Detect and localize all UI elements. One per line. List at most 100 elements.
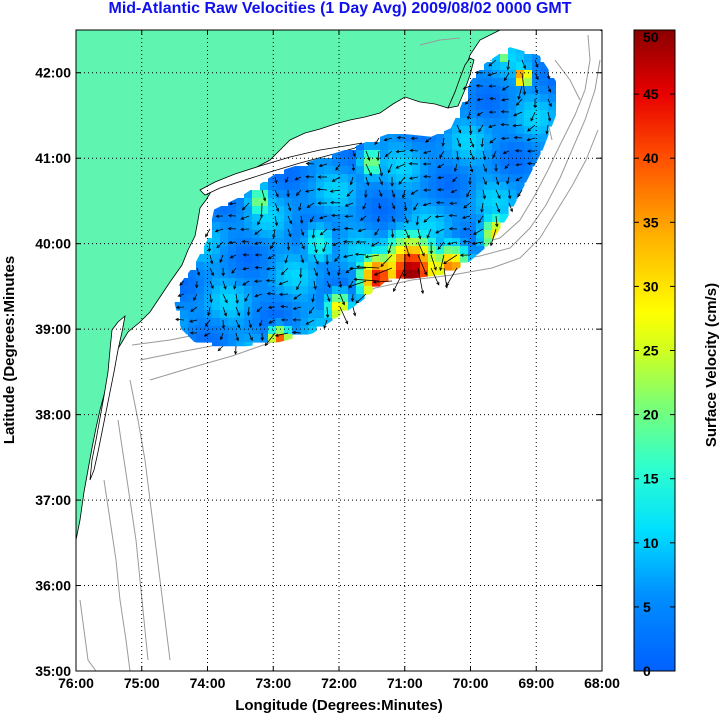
field-cell (340, 230, 349, 239)
velocity-arrow (293, 293, 302, 300)
field-cell (484, 94, 493, 103)
velocity-arrow (462, 239, 471, 244)
field-cell (372, 222, 381, 231)
field-cell (428, 158, 437, 167)
field-cell (516, 118, 525, 127)
field-cell (244, 286, 253, 295)
field-cell (476, 166, 485, 175)
field-cell (380, 166, 389, 175)
velocity-arrow (429, 241, 433, 255)
velocity-arrow (240, 215, 250, 220)
velocity-arrow (235, 332, 240, 342)
field-cell (300, 318, 309, 327)
y-tick-label: 35:00 (35, 663, 71, 679)
field-cell (428, 206, 437, 215)
field-cell (420, 190, 429, 199)
field-cell (404, 230, 413, 239)
field-cell (276, 326, 285, 335)
field-cell (292, 318, 301, 327)
field-cell (220, 302, 229, 311)
field-cell (260, 286, 269, 295)
field-cell (404, 198, 413, 207)
x-tick-label: 72:00 (321, 675, 357, 691)
colorbar-tick-label: 5 (643, 599, 651, 615)
velocity-arrow (508, 202, 513, 213)
field-cell (404, 206, 413, 215)
field-cell (436, 206, 445, 215)
field-cell (388, 190, 397, 199)
field-cell (452, 126, 461, 135)
velocity-arrow (265, 267, 276, 271)
velocity-arrow (417, 241, 425, 257)
field-cell (508, 142, 517, 151)
field-cell (476, 134, 485, 143)
velocity-arrow (343, 226, 354, 231)
field-cell (524, 62, 533, 71)
field-cell (220, 342, 229, 347)
field-cell (212, 262, 221, 271)
field-cell (396, 158, 405, 167)
field-cell (452, 166, 461, 175)
field-cell (460, 126, 469, 135)
colorbar-tick-label: 25 (643, 343, 659, 359)
field-cell (356, 142, 365, 151)
field-cell (500, 174, 509, 183)
field-cell (300, 278, 309, 287)
velocity-arrow (410, 136, 419, 141)
velocity-arrow (339, 306, 349, 325)
velocity-arrow (390, 228, 395, 239)
velocity-arrow (246, 306, 251, 316)
field-cell (396, 182, 405, 191)
field-cell (436, 246, 445, 255)
field-cell (324, 310, 333, 319)
field-cell (468, 118, 477, 127)
field-cell (212, 302, 221, 311)
field-cell (228, 214, 237, 223)
field-cell (236, 302, 245, 311)
field-cell (428, 270, 437, 279)
velocity-arrow (408, 162, 419, 166)
field-cell (468, 158, 477, 167)
field-cell (516, 150, 525, 159)
field-cell (364, 158, 373, 167)
field-cell (332, 206, 341, 215)
field-cell (268, 222, 277, 231)
field-cell (260, 302, 269, 311)
field-cell (276, 262, 285, 271)
field-cell (364, 206, 373, 215)
field-cell (332, 222, 341, 231)
velocity-arrow (430, 254, 437, 271)
field-cell (332, 278, 341, 287)
velocity-arrow (495, 202, 501, 213)
field-cell (372, 246, 381, 255)
field-cell (500, 70, 509, 79)
field-cell (524, 86, 533, 95)
field-cell (460, 166, 469, 175)
field-cell (428, 142, 437, 151)
field-cell (188, 270, 197, 279)
field-cell (220, 318, 229, 327)
field-cell (268, 302, 277, 311)
field-cell (444, 222, 453, 231)
field-cell (220, 262, 229, 271)
field-cell (284, 206, 293, 215)
velocity-arrow (492, 150, 497, 159)
field-cell (300, 230, 309, 239)
field-cell (284, 174, 293, 183)
field-cell (412, 206, 421, 215)
field-cell (492, 198, 501, 207)
field-cell (316, 190, 325, 199)
field-cell (260, 278, 269, 287)
field-cell (308, 230, 317, 239)
velocity-arrow (353, 277, 380, 282)
velocity-arrow (362, 202, 367, 210)
field-cell (300, 206, 309, 215)
field-cell (228, 302, 237, 311)
field-cell (380, 190, 389, 199)
velocity-arrow (295, 189, 302, 197)
field-cell (364, 150, 373, 159)
field-cell (540, 70, 549, 79)
field-cell (468, 190, 477, 199)
field-cell (252, 294, 261, 303)
field-cell (276, 222, 285, 231)
